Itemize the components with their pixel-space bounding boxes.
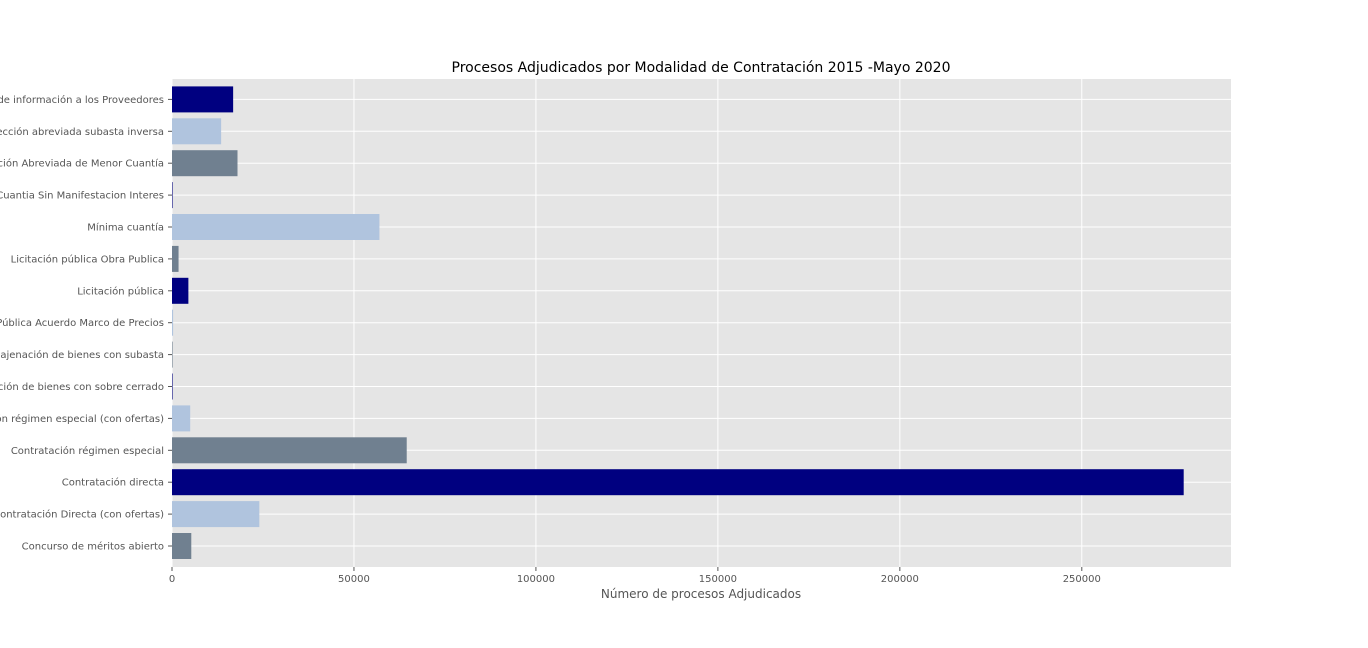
y-tick-label: Contratación Directa (con ofertas)	[0, 509, 164, 521]
y-tick-label: Contratación régimen especial	[11, 445, 164, 457]
bar	[172, 150, 238, 177]
bar	[172, 373, 173, 400]
bars	[172, 86, 1184, 559]
chart-title: Procesos Adjudicados por Modalidad de Co…	[452, 60, 951, 76]
x-tick-label: 100000	[517, 574, 555, 585]
y-tick-label: Enajenación de bienes con subasta	[0, 349, 164, 361]
bar	[172, 437, 407, 464]
bar	[172, 277, 189, 304]
y-tick-label: Mínima Cuantia Sin Manifestacion Interes	[0, 190, 164, 202]
bar	[172, 469, 1184, 496]
x-axis-label: Número de procesos Adjudicados	[601, 587, 801, 601]
x-tick-label: 200000	[881, 574, 919, 585]
bar	[172, 309, 174, 336]
x-tick-label: 0	[169, 574, 175, 585]
bar	[172, 182, 173, 209]
x-tick-label: 50000	[338, 574, 370, 585]
y-tick-label: Contratación directa	[62, 477, 164, 489]
bar	[172, 341, 173, 368]
y-tick-labels: Concurso de méritos abierto Contratación …	[0, 94, 172, 553]
y-tick-label: Mínima cuantía	[87, 222, 164, 234]
y-tick-label: Licitación pública Obra Publica	[11, 253, 164, 265]
bar	[172, 86, 234, 113]
y-tick-label: Licitación pública	[77, 285, 164, 297]
y-tick-label: Selección Abreviada de Menor Cuantía	[0, 158, 164, 170]
bar	[172, 533, 192, 559]
y-tick-label: Solicitud de información a los Proveedor…	[0, 94, 164, 106]
y-tick-label: Enajenación de bienes con sobre cerrado	[0, 381, 164, 393]
bar	[172, 405, 191, 432]
y-tick-label: Selección abreviada subasta inversa	[0, 126, 164, 138]
x-tick-label: 150000	[699, 574, 737, 585]
bar	[172, 214, 380, 240]
x-tick-labels: 0 50000 100000 150000 200000 250000	[169, 567, 1101, 585]
y-tick-label: Contratación régimen especial (con ofert…	[0, 413, 164, 425]
y-tick-label: Licitación Pública Acuerdo Marco de Prec…	[0, 317, 164, 329]
bar	[172, 245, 179, 272]
x-tick-label: 250000	[1063, 574, 1101, 585]
y-tick-label: Concurso de méritos abierto	[22, 541, 164, 553]
bar	[172, 118, 222, 145]
bar	[172, 501, 260, 528]
